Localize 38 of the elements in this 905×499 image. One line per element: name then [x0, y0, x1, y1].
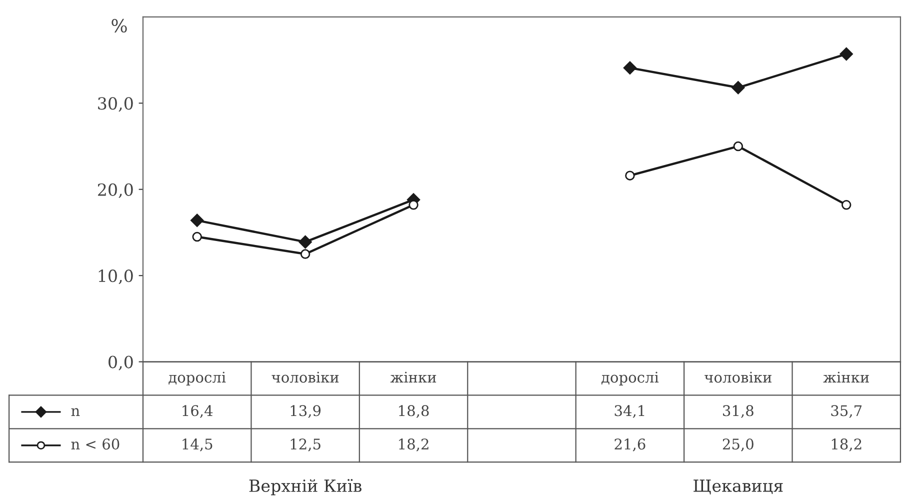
x-tick-label: дорослі [601, 372, 659, 386]
y-axis-title: % [112, 18, 127, 33]
legend-label: n [71, 408, 80, 416]
x-tick-label: дорослі [168, 372, 226, 386]
data-label: 14,5 [182, 438, 212, 452]
point [300, 249, 310, 259]
point [733, 141, 744, 152]
point [298, 235, 312, 249]
data-label: 21,6 [614, 438, 646, 452]
point [190, 214, 204, 227]
data-label: 16,4 [182, 405, 213, 418]
y-tick-label: 10,0 [98, 270, 133, 284]
point [623, 61, 637, 74]
data-label: 12,5 [290, 438, 320, 452]
legend-label: n < 60 [71, 438, 120, 450]
x-tick-label: жінки [823, 372, 869, 383]
data-label: 18,2 [399, 438, 428, 452]
text: Щекавиця [694, 480, 783, 494]
x-tick-label: жінки [390, 372, 436, 383]
y-tick-label: 0,0 [108, 356, 133, 370]
point [408, 200, 418, 210]
point [625, 170, 635, 180]
data-label: 34,1 [614, 405, 644, 418]
point [840, 47, 853, 61]
data-label: 31,8 [723, 405, 754, 418]
y-tick-label: 30,0 [98, 97, 133, 112]
data-label: 35,7 [831, 405, 862, 418]
data-label: 18,2 [832, 438, 862, 452]
text: Верхній Київ [249, 479, 362, 496]
x-tick-label: чоловіки [704, 372, 772, 383]
y-tick-label: 20,0 [98, 183, 133, 198]
x-tick-label: чоловіки [272, 372, 339, 383]
point [192, 232, 202, 242]
data-label: 18,8 [399, 405, 429, 418]
data-label: 13,9 [290, 405, 321, 418]
point [732, 81, 745, 94]
data-label: 25,0 [722, 438, 754, 452]
point [842, 200, 852, 210]
